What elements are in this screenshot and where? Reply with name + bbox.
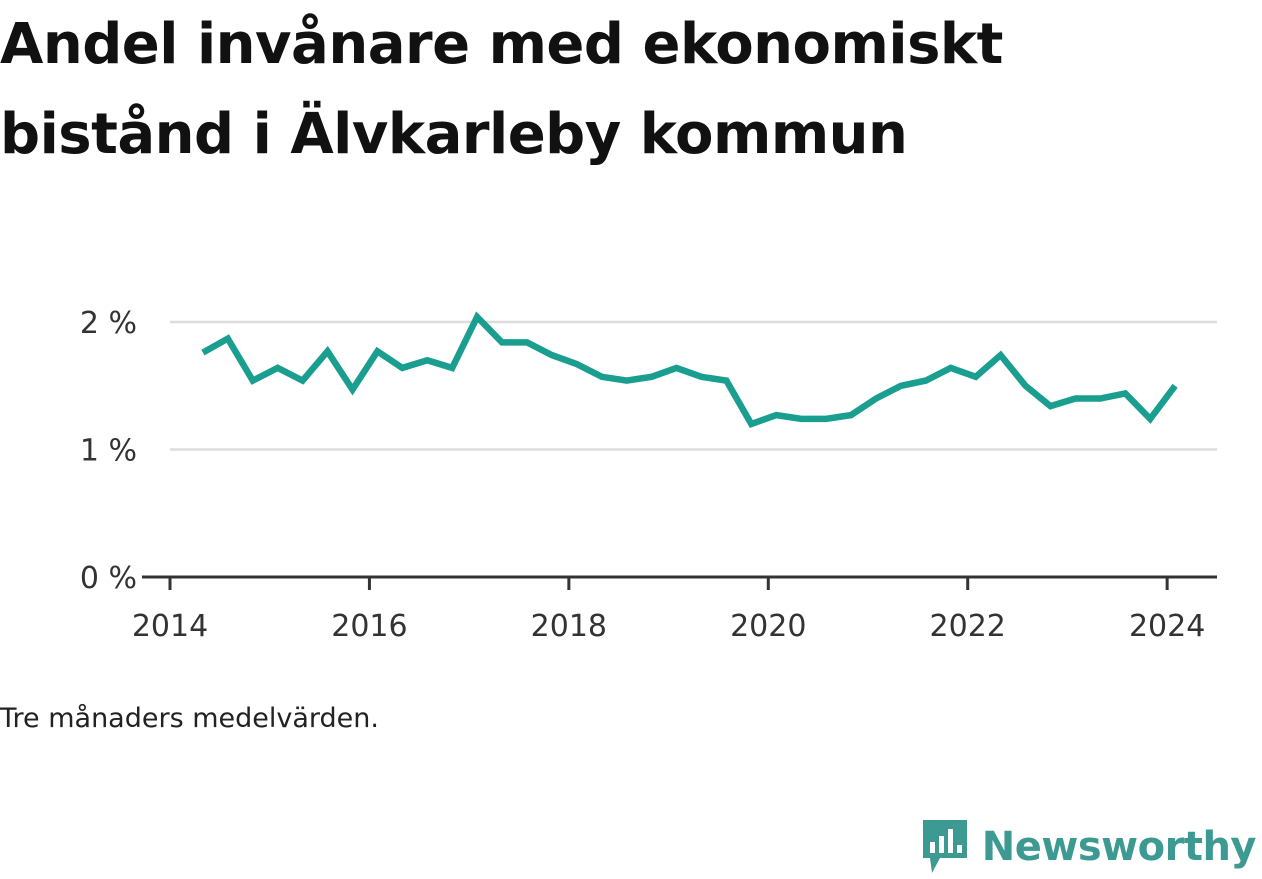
x-tick-label: 2020: [730, 609, 806, 644]
chart-title: Andel invånare med ekonomiskt bistånd i …: [0, 12, 1003, 167]
brand: Newsworthy: [920, 818, 1257, 876]
y-tick-label: 0 %: [80, 561, 137, 596]
x-tick-label: 2016: [331, 609, 407, 644]
newsworthy-logo-icon: [922, 820, 967, 873]
chart-caption: Tre månaders medelvärden.: [0, 703, 379, 734]
x-axis-ticks: 2014 2016 2018 2020 2022 2024: [132, 577, 1205, 644]
x-tick-label: 2014: [132, 609, 208, 644]
x-tick-label: 2022: [930, 609, 1006, 644]
x-tick-label: 2024: [1129, 609, 1205, 644]
y-tick-label: 2 %: [80, 306, 137, 341]
y-tick-label: 1 %: [80, 434, 137, 469]
series: [201, 311, 1178, 428]
x-tick-label: 2018: [531, 609, 607, 644]
brand-name: Newsworthy: [981, 824, 1257, 870]
series-line: [201, 311, 1178, 428]
y-axis-ticks: 0 % 1 % 2 %: [80, 306, 137, 596]
grid-lines: [170, 320, 1217, 451]
